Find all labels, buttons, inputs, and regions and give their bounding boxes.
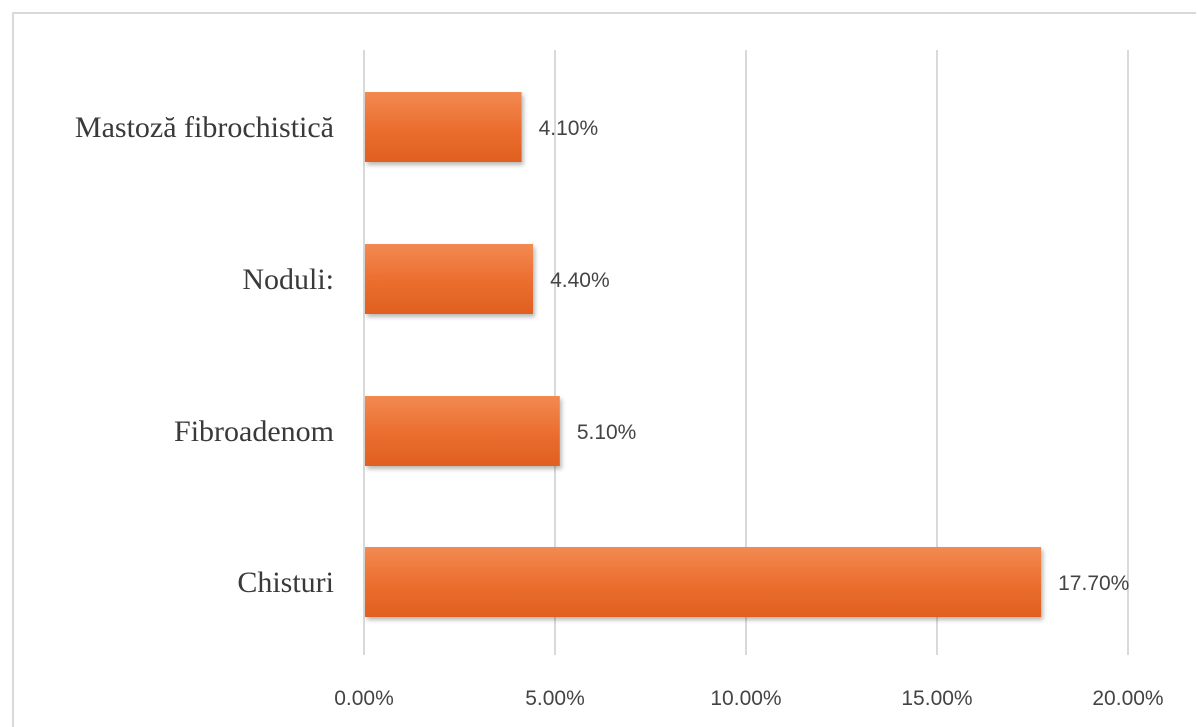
data-label: 17.70% (1058, 572, 1129, 595)
x-tick-label: 15.00% (901, 687, 972, 710)
data-label: 4.10% (539, 117, 599, 140)
x-tick-label: 10.00% (710, 687, 781, 710)
bar (365, 396, 560, 466)
labels: 0.00% 5.00% 10.00% 15.00% 20.00% Mastoză fibr… (75, 111, 1164, 710)
bar (365, 92, 522, 162)
category-label: Mastoză fibrochistică (75, 111, 334, 144)
bar (365, 547, 1042, 617)
category-label: Fibroadenom (174, 415, 334, 448)
bars (365, 92, 1042, 617)
category-label: Chisturi (237, 566, 334, 599)
x-tick-label: 5.00% (525, 687, 585, 710)
x-tick-label: 0.00% (334, 687, 394, 710)
bar (365, 244, 534, 314)
data-label: 5.10% (577, 421, 637, 444)
category-label: Noduli: (242, 263, 334, 296)
data-label: 4.40% (550, 269, 610, 292)
x-tick-label: 20.00% (1092, 687, 1163, 710)
